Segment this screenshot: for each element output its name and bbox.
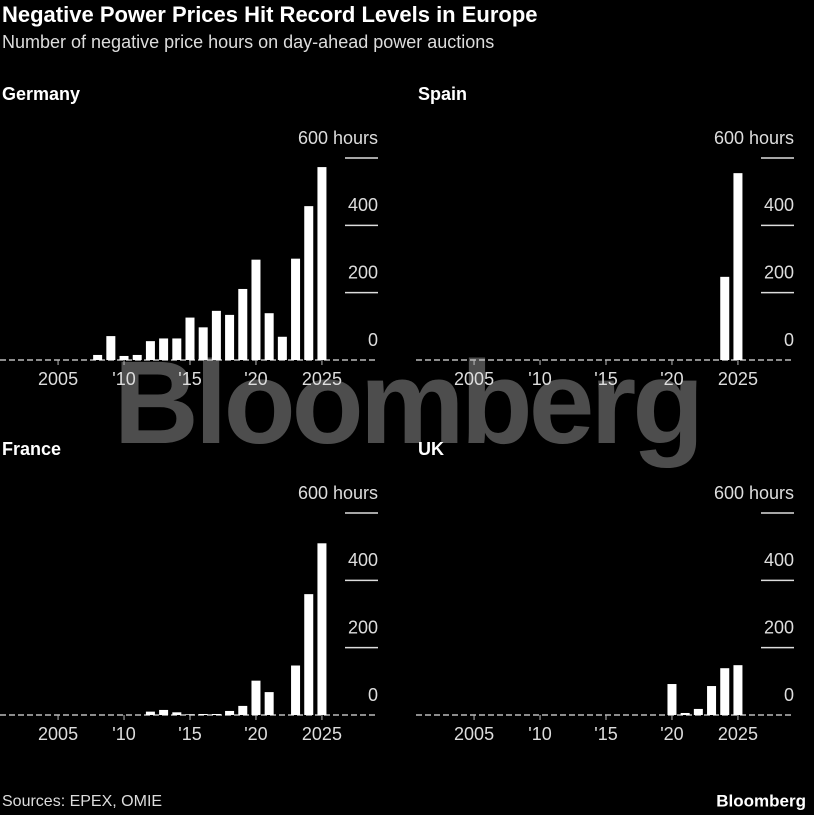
x-tick-label: 2005 (454, 369, 494, 389)
x-tick-label: '10 (112, 369, 135, 389)
bar (119, 355, 129, 360)
panel-title: Spain (418, 84, 467, 104)
bar (693, 708, 703, 715)
y-tick-label: 0 (368, 330, 378, 350)
bar (667, 684, 677, 715)
y-tick-label: 400 (764, 550, 794, 570)
y-tick-label: 0 (368, 685, 378, 705)
x-tick-label: 2025 (718, 369, 758, 389)
bar (185, 714, 195, 715)
bar (211, 713, 221, 715)
bar (291, 258, 301, 360)
bar (132, 354, 142, 360)
x-tick-label: 2025 (718, 724, 758, 744)
y-tick-label: 200 (764, 617, 794, 637)
x-tick-label: '20 (244, 369, 267, 389)
y-tick-label: 0 (784, 330, 794, 350)
bar (733, 173, 743, 360)
bar (145, 711, 155, 715)
bar (225, 314, 235, 360)
bar (198, 327, 208, 360)
bar (185, 317, 195, 360)
y-tick-label: 0 (784, 685, 794, 705)
chart-subtitle: Number of negative price hours on day-ah… (2, 32, 494, 52)
bar (291, 665, 301, 715)
y-tick-label: 600 hours (714, 128, 794, 148)
panel-title: Germany (2, 84, 80, 104)
bar (720, 276, 730, 360)
bar (172, 712, 182, 715)
panel-title: UK (418, 439, 444, 459)
x-tick-label: '15 (594, 369, 617, 389)
bar (159, 338, 169, 360)
bar (264, 692, 274, 715)
x-tick-label: '10 (112, 724, 135, 744)
y-tick-label: 400 (764, 195, 794, 215)
x-tick-label: '20 (660, 369, 683, 389)
bar (93, 354, 103, 360)
bar (145, 341, 155, 360)
x-tick-label: '15 (178, 369, 201, 389)
y-tick-label: 400 (348, 195, 378, 215)
x-tick-label: 2005 (38, 724, 78, 744)
bar (707, 686, 717, 715)
x-tick-label: '10 (528, 369, 551, 389)
bar (211, 310, 221, 360)
x-tick-label: '20 (660, 724, 683, 744)
bar (225, 710, 235, 715)
x-tick-label: '10 (528, 724, 551, 744)
y-tick-label: 200 (348, 262, 378, 282)
bar (159, 709, 169, 715)
x-tick-label: 2005 (38, 369, 78, 389)
y-tick-label: 400 (348, 550, 378, 570)
bar (251, 680, 261, 715)
bar (317, 167, 327, 360)
source: Sources: EPEX, OMIE (2, 793, 162, 810)
x-tick-label: 2005 (454, 724, 494, 744)
x-tick-label: 2025 (302, 369, 342, 389)
x-tick-label: '15 (178, 724, 201, 744)
bar (277, 336, 287, 360)
bar (106, 336, 116, 360)
x-tick-label: '20 (244, 724, 267, 744)
bar (304, 206, 314, 360)
bar (251, 259, 261, 360)
bar (198, 713, 208, 715)
bar (304, 594, 314, 715)
y-tick-label: 600 hours (298, 483, 378, 503)
x-tick-label: '15 (594, 724, 617, 744)
y-tick-label: 600 hours (714, 483, 794, 503)
bar (172, 338, 182, 360)
bar (733, 665, 743, 715)
brand: Bloomberg (716, 791, 806, 810)
panel-title: France (2, 439, 61, 459)
bar (238, 705, 248, 715)
bar (680, 712, 690, 715)
bar (720, 668, 730, 715)
x-tick-label: 2025 (302, 724, 342, 744)
chart-title: Negative Power Prices Hit Record Levels … (2, 2, 538, 27)
y-tick-label: 200 (348, 617, 378, 637)
bar (264, 313, 274, 360)
y-tick-label: 600 hours (298, 128, 378, 148)
bar (238, 288, 248, 360)
y-tick-label: 200 (764, 262, 794, 282)
bar (317, 543, 327, 715)
